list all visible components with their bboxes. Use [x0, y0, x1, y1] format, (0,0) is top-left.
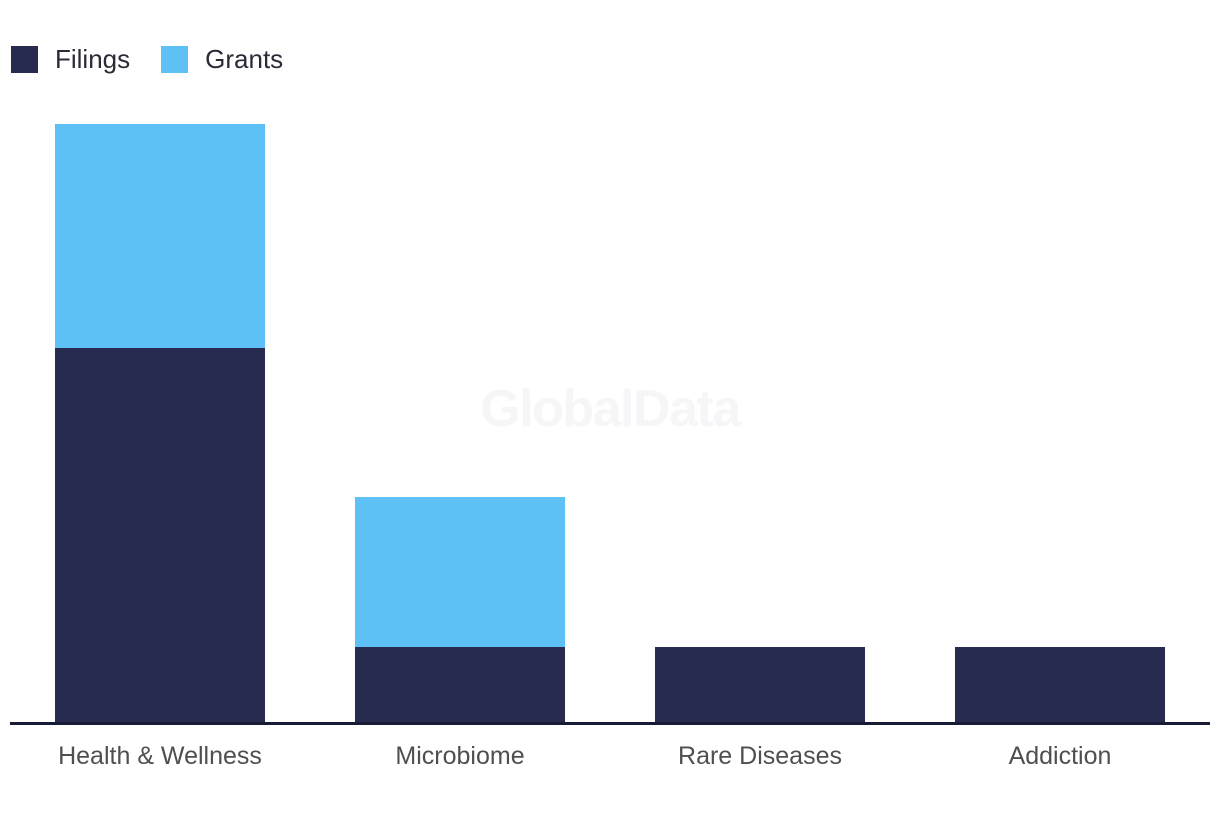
legend-label-filings: Filings	[55, 44, 131, 74]
bar-rare-diseases-filings	[655, 647, 865, 722]
x-axis-label-addiction: Addiction	[1008, 742, 1112, 770]
bar-microbiome-filings	[355, 647, 565, 722]
x-axis-line	[10, 722, 1210, 725]
x-axis-label-rare-diseases: Rare Diseases	[678, 742, 842, 770]
bar-health-wellness-filings	[55, 348, 265, 722]
legend-label-grants: Grants	[205, 44, 284, 74]
legend-swatch-grants	[161, 45, 189, 73]
x-axis-label-health-wellness: Health & Wellness	[58, 742, 262, 770]
legend-item-filings: Filings	[11, 44, 130, 74]
chart-legend: Filings Grants	[11, 44, 314, 74]
x-axis-label-microbiome: Microbiome	[395, 742, 525, 770]
legend-swatch-filings	[11, 45, 38, 73]
bar-addiction-filings	[955, 647, 1165, 722]
bar-health-wellness-grants	[55, 124, 265, 348]
legend-item-grants: Grants	[161, 44, 283, 74]
bar-microbiome-grants	[355, 497, 565, 647]
